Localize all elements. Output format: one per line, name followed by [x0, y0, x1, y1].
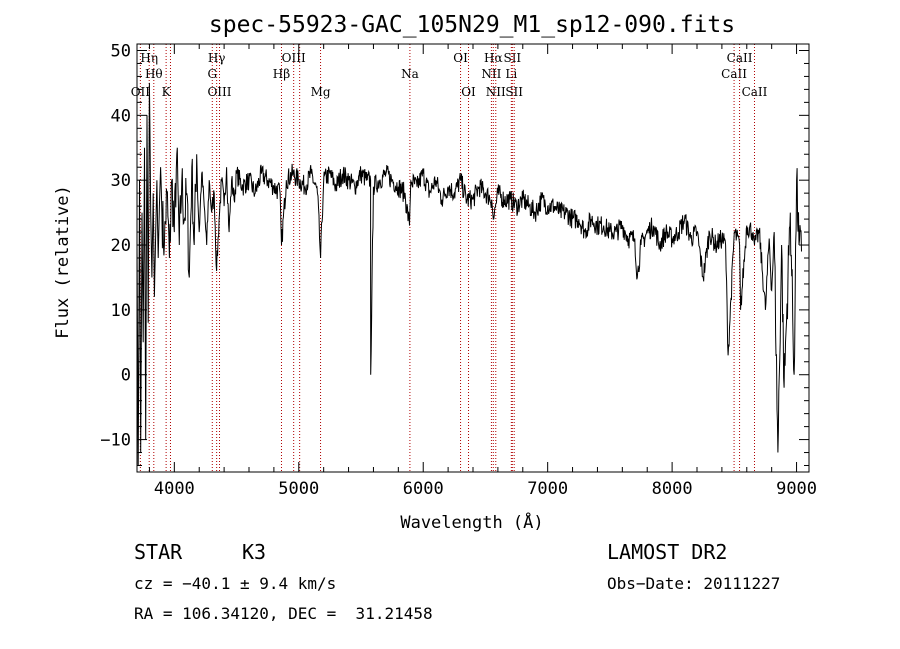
marker-label: SII [503, 51, 521, 65]
object-subclass: K3 [242, 540, 267, 564]
spectrum-line [136, 82, 802, 466]
x-tick-label: 6000 [403, 479, 444, 499]
x-axis-label: Wavelength (Å) [400, 511, 543, 533]
chart-title: spec-55923-GAC_105N29_M1_sp12-090.fits [209, 12, 735, 38]
marker-label: NII [486, 85, 506, 99]
survey-name: LAMOST DR2 [607, 540, 728, 564]
y-tick-label: 20 [111, 236, 131, 256]
marker-label: OI [453, 51, 468, 65]
y-tick-label: 50 [111, 41, 131, 61]
marker-label: OII [131, 85, 151, 99]
x-tick-label: 8000 [652, 479, 693, 499]
object-class: STAR [134, 540, 183, 564]
marker-label: OIII [282, 51, 306, 65]
marker-label: Mg [311, 85, 331, 99]
obs-date: Obs−Date: 20111227 [607, 574, 781, 593]
y-tick-label: 10 [111, 301, 131, 321]
plot-frame [136, 43, 810, 473]
marker-label: OIII [207, 85, 231, 99]
marker-label: K [162, 85, 172, 99]
marker-label: Li [505, 67, 517, 81]
marker-label: Hα [484, 51, 503, 65]
axes: 4000 5000 6000 7000 8000 9000 −10 0 10 20 30 40 50 [100, 41, 817, 499]
x-tick-label: 4000 [154, 479, 195, 499]
marker-label: Hγ [208, 51, 226, 65]
y-tick-label: 0 [121, 366, 131, 386]
redshift-text: cz = −40.1 ± 9.4 km/s [134, 574, 337, 593]
x-tick-label: 5000 [278, 479, 319, 499]
spectral-line-markers: Hη Hθ OII K Hγ G OIII Hβ OIII Mg Na OI OI NII Hα NII Li S… [131, 44, 768, 472]
x-tick-label: 7000 [527, 479, 568, 499]
marker-label: Hη [140, 51, 158, 65]
x-tick-label: 9000 [776, 479, 817, 499]
marker-label: Hθ [145, 67, 163, 81]
ra-dec: RA = 106.34120, DEC = 31.21458 [134, 604, 433, 623]
marker-label: OI [461, 85, 476, 99]
marker-label: G [207, 67, 217, 81]
y-axis-label: Flux (relative) [53, 185, 73, 339]
y-tick-label: 30 [111, 171, 131, 191]
y-tick-label: −10 [100, 431, 131, 451]
y-tick-label: 40 [111, 106, 131, 126]
marker-label: CaII [742, 85, 768, 99]
marker-label: CaII [721, 67, 747, 81]
marker-label: Hβ [273, 67, 290, 81]
marker-label: CaII [727, 51, 753, 65]
marker-label: Na [401, 67, 419, 81]
marker-label: NII [481, 67, 501, 81]
marker-label: SII [505, 85, 523, 99]
